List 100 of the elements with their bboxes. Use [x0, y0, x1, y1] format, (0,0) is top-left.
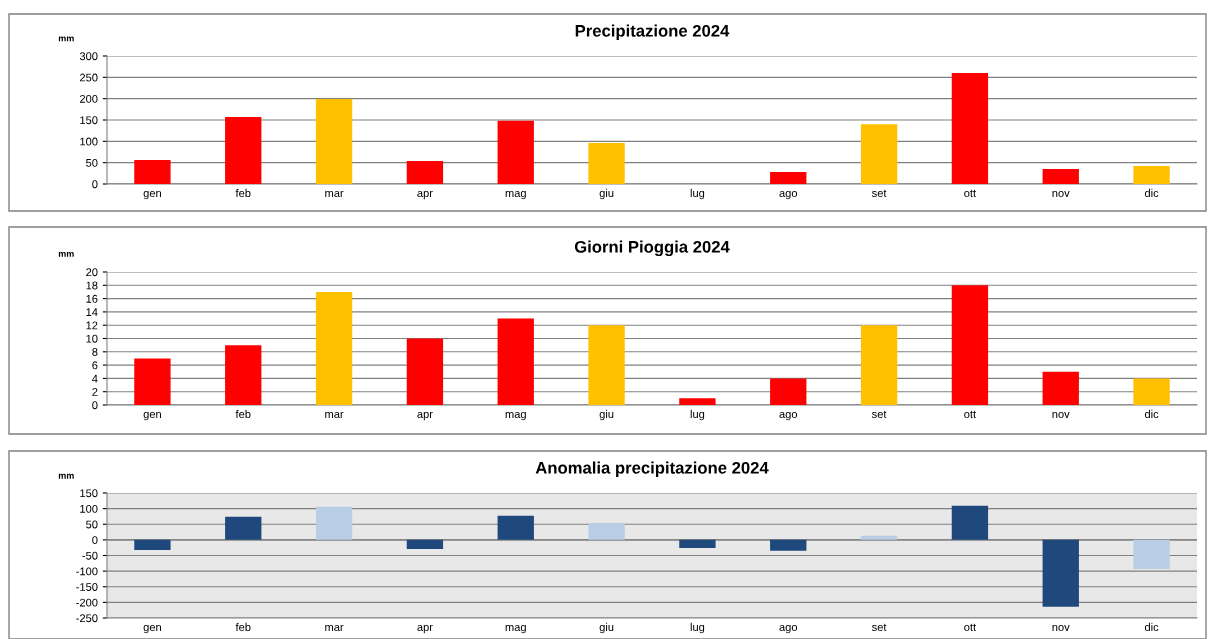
- bar: [134, 539, 171, 550]
- bar: [770, 172, 807, 184]
- y-tick-label: 250: [79, 73, 98, 82]
- x-tick-label: mag: [505, 624, 526, 634]
- y-tick-label: 8: [92, 348, 98, 356]
- x-tick-label: lug: [690, 409, 705, 421]
- x-tick-label: giu: [599, 622, 614, 634]
- y-tick-label: 2: [92, 387, 98, 396]
- x-tick-label: ago: [779, 624, 798, 634]
- bar: [225, 117, 262, 184]
- bar: [1133, 166, 1170, 184]
- y-tick-label: 0: [92, 401, 98, 410]
- x-tick-label: ott: [964, 623, 977, 632]
- y-tick-label: 150: [80, 116, 98, 125]
- x-tick-label: mag: [505, 411, 526, 421]
- y-tick-label: -200: [76, 598, 98, 607]
- x-tick-label: apr: [417, 624, 433, 634]
- y-tick-label: 12: [86, 321, 98, 330]
- y-tick-label: 0: [92, 536, 98, 545]
- bar: [315, 99, 353, 184]
- x-tick-label: mar: [325, 190, 344, 198]
- bar: [406, 338, 444, 405]
- x-tick-label: mar: [325, 411, 344, 419]
- x-tick-label: ago: [779, 411, 798, 421]
- bar: [497, 318, 534, 405]
- bar: [134, 160, 171, 184]
- x-tick-label: nov: [1052, 624, 1070, 632]
- y-tick-label: 100: [80, 504, 98, 513]
- y-tick-label: 150: [80, 489, 98, 498]
- bar: [860, 124, 898, 184]
- bar: [588, 143, 625, 184]
- y-tick-label: 200: [79, 94, 98, 103]
- bar: [1042, 539, 1079, 607]
- bar: [951, 505, 989, 540]
- bar: [1042, 169, 1079, 184]
- x-tick-label: lug: [690, 622, 705, 634]
- x-tick-label: ott: [964, 410, 977, 419]
- x-tick-label: mag: [505, 190, 526, 200]
- bar: [1042, 371, 1079, 405]
- bar: [497, 120, 534, 184]
- bar: [951, 285, 989, 405]
- x-tick-label: set: [871, 189, 887, 198]
- y-tick-label: 20: [86, 268, 98, 277]
- x-tick-label: apr: [417, 190, 433, 200]
- y-tick-label: -100: [76, 567, 98, 576]
- bar: [406, 160, 444, 184]
- bar: [679, 398, 716, 405]
- y-tick-label: 50: [86, 520, 98, 529]
- bar: [951, 73, 989, 184]
- y-tick-label: -150: [76, 583, 98, 591]
- bar: [588, 523, 625, 540]
- y-tick-label: 300: [79, 52, 98, 61]
- x-tick-label: lug: [690, 188, 705, 200]
- bar: [134, 358, 171, 405]
- x-tick-label: feb: [235, 409, 251, 419]
- y-tick-label: 100: [80, 137, 98, 146]
- x-tick-label: ott: [964, 189, 977, 198]
- x-tick-label: giu: [599, 409, 614, 421]
- x-tick-label: set: [871, 410, 887, 419]
- y-axis-title: mm: [58, 473, 74, 479]
- x-tick-label: feb: [235, 188, 251, 198]
- x-tick-label: gen: [143, 190, 161, 200]
- y-axis-title: mm: [58, 251, 74, 257]
- x-tick-label: dic: [1144, 622, 1159, 632]
- bar: [406, 539, 444, 549]
- y-tick-label: -250: [76, 614, 98, 623]
- x-tick-label: mar: [325, 624, 344, 632]
- bar: [860, 535, 898, 540]
- x-tick-label: apr: [417, 411, 433, 421]
- y-tick-label: 14: [86, 308, 98, 316]
- x-tick-label: set: [871, 623, 887, 632]
- bar: [1133, 378, 1170, 405]
- bar: [225, 345, 262, 405]
- y-tick-label: 18: [86, 281, 98, 290]
- y-tick-label: 0: [92, 180, 98, 189]
- y-tick-label: 4: [92, 374, 98, 383]
- y-tick-label: -50: [82, 551, 98, 560]
- x-tick-label: dic: [1144, 188, 1159, 198]
- bar: [679, 539, 716, 548]
- bar: [860, 325, 898, 405]
- bar: [315, 506, 353, 540]
- bar: [315, 291, 353, 405]
- y-tick-label: 16: [86, 294, 98, 303]
- bar: [770, 539, 807, 551]
- bar: [1133, 539, 1170, 569]
- x-tick-label: nov: [1052, 190, 1070, 198]
- bar: [770, 378, 807, 405]
- x-tick-label: gen: [143, 624, 161, 634]
- bar: [225, 516, 262, 540]
- x-tick-label: nov: [1052, 411, 1070, 419]
- chart-title: Precipitazione 2024: [575, 24, 730, 41]
- bar: [497, 515, 534, 540]
- x-tick-label: ago: [779, 190, 798, 200]
- x-tick-label: feb: [235, 622, 251, 632]
- x-tick-label: gen: [143, 411, 161, 421]
- y-tick-label: 50: [86, 158, 98, 167]
- x-tick-label: giu: [599, 188, 614, 200]
- chart-title: Giorni Pioggia 2024: [574, 240, 730, 257]
- y-axis-title: mm: [58, 36, 74, 42]
- y-tick-label: 6: [92, 361, 98, 370]
